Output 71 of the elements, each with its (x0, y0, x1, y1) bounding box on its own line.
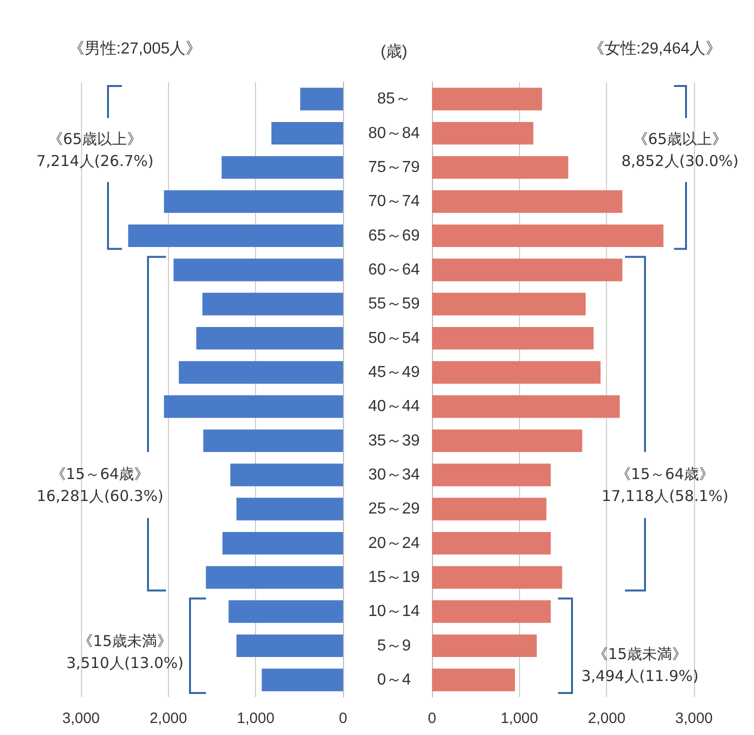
annotation: 《65歳以上》 8,852人(30.0%) (621, 129, 739, 172)
bar (432, 464, 551, 486)
bar (300, 88, 343, 110)
y-tick-label: 25～29 (368, 500, 420, 518)
y-tick-label: 50～54 (368, 330, 420, 347)
x-tick-label: 0 (428, 710, 436, 727)
bar (174, 258, 343, 282)
bar (432, 498, 546, 520)
y-tick-label: 80～84 (368, 124, 420, 142)
bar (432, 224, 664, 248)
y-tick-label: 30～34 (368, 466, 420, 484)
bar (432, 326, 594, 350)
bar (432, 88, 542, 110)
y-tick-label: 65～69 (368, 227, 420, 244)
bar (271, 122, 343, 145)
y-tick-label: 10～14 (368, 603, 420, 620)
bar (196, 326, 343, 350)
x-tick-label: 3,000 (62, 710, 100, 727)
x-tick-label: 2,000 (588, 710, 626, 727)
y-tick-label: 5～9 (377, 637, 411, 654)
bar (432, 634, 537, 658)
bar (164, 190, 343, 213)
bar (202, 292, 343, 316)
bar (262, 668, 343, 692)
annotation: 《15～64歳》 17,118人(58.1%) (602, 464, 728, 507)
y-tick-label: 0～4 (377, 671, 411, 688)
x-tick-label: 0 (338, 710, 348, 727)
bar (230, 464, 343, 486)
bar (432, 156, 568, 179)
y-tick-label: 60～64 (368, 261, 420, 278)
y-tick-label: 70～74 (368, 193, 420, 210)
x-tick-label: 3,000 (675, 710, 713, 727)
bar (164, 395, 343, 418)
y-tick-label: 55～59 (368, 296, 420, 313)
x-tick-label: 1,000 (500, 710, 538, 727)
annotation: 《15～64歳》 16,281人(60.3%) (36, 464, 164, 507)
bar (206, 566, 343, 589)
y-tick-label: 20～24 (368, 534, 420, 552)
bar (236, 498, 343, 520)
bar (432, 190, 622, 213)
bar (432, 292, 586, 316)
y-axis-title: (歳) (380, 42, 408, 60)
bar (432, 395, 620, 418)
chart-title: 《男性:27,005人》 (68, 40, 202, 58)
bar (128, 224, 343, 248)
bar (432, 122, 534, 145)
bar (222, 156, 343, 179)
x-tick-label: 1,000 (236, 710, 274, 727)
bar (178, 361, 343, 384)
bar (432, 566, 562, 589)
y-tick-label: 75～79 (368, 158, 420, 176)
bar (432, 600, 551, 623)
y-tick-label: 40～44 (368, 398, 420, 416)
y-tick-label: 35～39 (368, 432, 420, 450)
annotation: 《65歳以上》 7,214人(26.7%) (36, 129, 154, 172)
bar (228, 600, 343, 623)
bar (236, 634, 343, 658)
bar (432, 361, 601, 384)
bar (203, 429, 343, 452)
bar (222, 532, 343, 555)
bar (432, 532, 551, 555)
chart-title: 《女性:29,464人》 (588, 40, 722, 58)
y-tick-label: 15～19 (368, 568, 420, 586)
annotation: 《15歳未満》 3,494人(11.9%) (581, 644, 699, 687)
bar (432, 258, 622, 282)
y-tick-label: 85～ (377, 90, 411, 108)
x-tick-label: 2,000 (150, 710, 188, 727)
annotation: 《15歳未満》 3,510人(13.0%) (66, 631, 184, 674)
bar (432, 668, 515, 692)
bar (432, 429, 582, 452)
y-tick-label: 45～49 (368, 364, 420, 381)
